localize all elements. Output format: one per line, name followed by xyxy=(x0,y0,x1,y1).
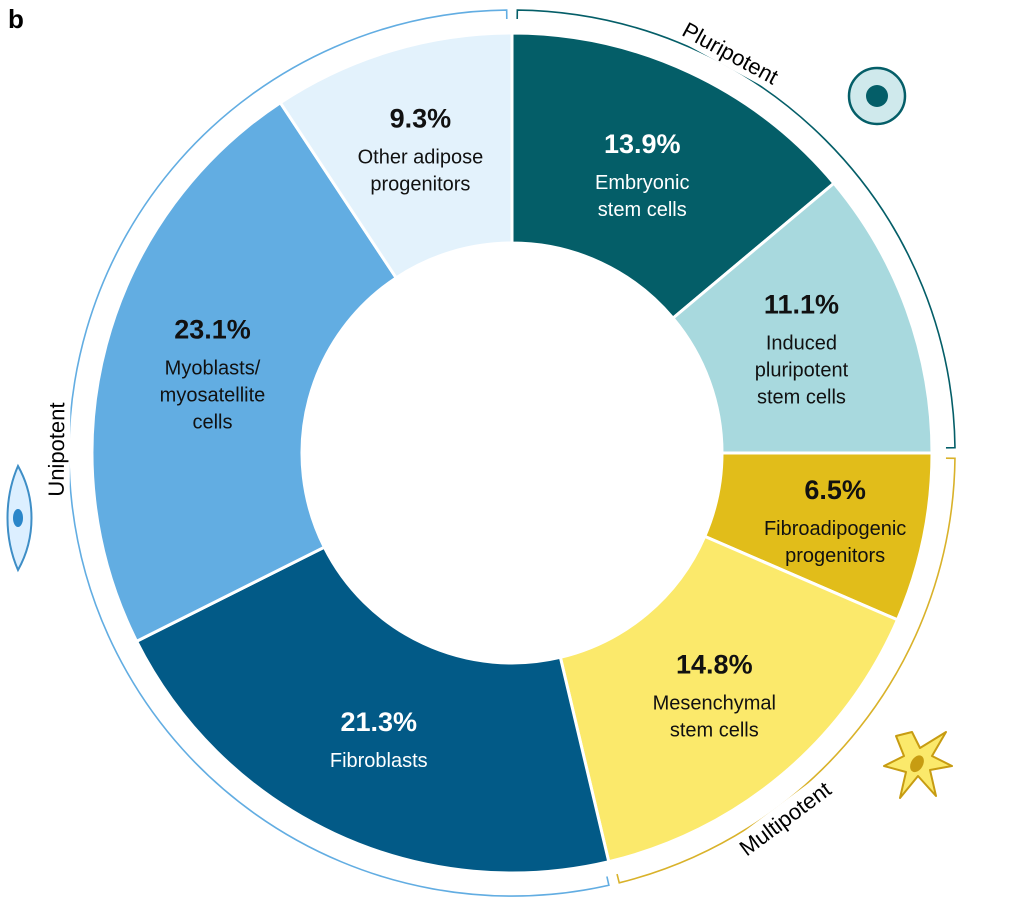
group-bracket-0 xyxy=(516,9,956,449)
slice-name-label-3-0: Mesenchymal xyxy=(653,692,776,714)
slice-name-label-2-0: Fibroadipogenic xyxy=(764,518,906,540)
slice-pct-label-0: 13.9% xyxy=(604,129,681,159)
group-label-bg-2 xyxy=(41,393,71,506)
slice-name-label-2-1: progenitors xyxy=(785,545,885,567)
slice-name-label-0-0: Embryonic xyxy=(595,172,689,194)
slice-name-label-6-1: progenitors xyxy=(370,173,470,195)
slice-labels: 13.9% Embryonic stem cells 11.1% Induced plur… xyxy=(160,103,907,771)
slice-name-label-5-2: cells xyxy=(192,412,232,434)
panel-letter: b xyxy=(8,4,24,34)
slice-name-label-0-1: stem cells xyxy=(598,199,687,221)
slice-pct-label-3: 14.8% xyxy=(676,649,753,679)
slice-name-label-1-2: stem cells xyxy=(757,386,846,408)
group-brackets xyxy=(68,9,956,897)
slice-name-label-1-1: pluripotent xyxy=(755,359,849,381)
donut-slice-3 xyxy=(558,534,900,864)
multipotent-cell-icon xyxy=(883,731,953,799)
group-label-bg-0 xyxy=(674,13,787,92)
group-label-bg-1 xyxy=(731,773,839,864)
slice-pct-label-2: 6.5% xyxy=(804,475,866,505)
donut-slice-0 xyxy=(510,31,837,321)
slice-name-label-1-0: Induced xyxy=(766,332,837,354)
group-bracket-2 xyxy=(68,9,610,897)
slice-name-label-6-0: Other adipose xyxy=(358,146,484,168)
slice-name-label-5-0: Myoblasts/ xyxy=(165,358,261,380)
slice-pct-label-1: 11.1% xyxy=(764,289,839,319)
donut-slice-5 xyxy=(90,100,399,644)
slice-name-label-3-1: stem cells xyxy=(670,719,759,741)
slice-name-label-4-0: Fibroblasts xyxy=(330,750,428,772)
donut-slice-1 xyxy=(670,181,934,455)
slice-pct-label-6: 9.3% xyxy=(390,103,452,133)
slice-pct-label-4: 21.3% xyxy=(340,707,417,737)
group-label-2: Unipotent xyxy=(44,402,70,496)
group-bracket-1 xyxy=(616,457,956,884)
donut-slices xyxy=(90,31,934,875)
pluripotent-cell-icon xyxy=(847,66,907,126)
slice-name-label-5-1: myosatellite xyxy=(160,385,266,407)
slice-pct-label-5: 23.1% xyxy=(174,315,251,345)
donut-slice-6 xyxy=(278,31,514,280)
unipotent-cell-icon xyxy=(6,463,33,573)
donut-slice-4 xyxy=(134,545,611,875)
